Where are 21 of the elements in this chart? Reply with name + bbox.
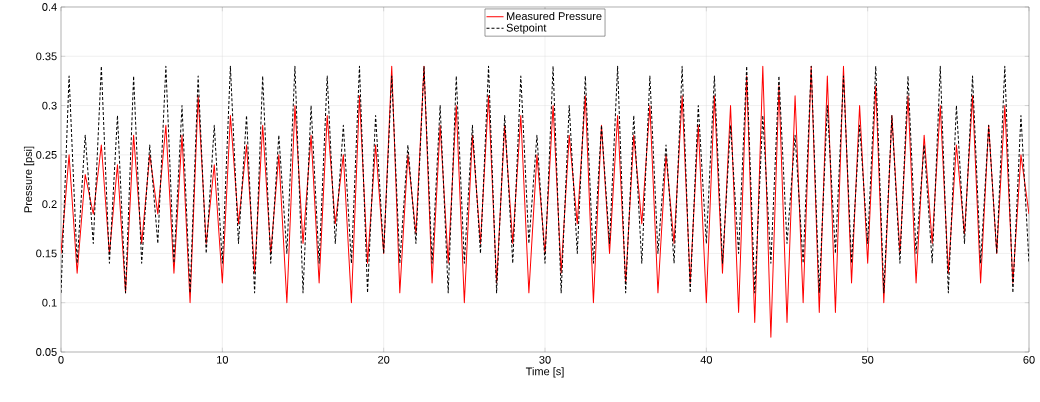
legend-label: Measured Pressure: [506, 11, 602, 21]
legend-label: Setpoint: [506, 23, 547, 34]
line-series: [61, 65, 1030, 338]
x-tick-label: 20: [378, 355, 390, 364]
y-tick-label: 0.3: [42, 101, 57, 110]
y-tick-label: 0.35: [36, 52, 57, 61]
x-tick-label: 50: [862, 355, 874, 364]
y-axis-title: Pressure [psi]: [23, 146, 35, 213]
y-tick-label: 0.15: [36, 249, 57, 258]
y-tick-label: 0.25: [36, 150, 57, 159]
y-tick-label: 0.05: [36, 348, 57, 356]
y-tick-label: 0.2: [42, 200, 57, 209]
x-tick-label: 0: [58, 355, 64, 364]
x-tick-label: 30: [539, 355, 551, 364]
x-tick-label: 40: [700, 355, 713, 364]
y-tick-label: 0.1: [42, 298, 57, 307]
y-tick-label: 0.4: [42, 3, 57, 11]
x-tick-label: 60: [1023, 355, 1035, 364]
x-tick-label: 10: [217, 355, 229, 364]
line-series: [61, 65, 1030, 294]
x-axis-title: Time [s]: [525, 367, 564, 378]
